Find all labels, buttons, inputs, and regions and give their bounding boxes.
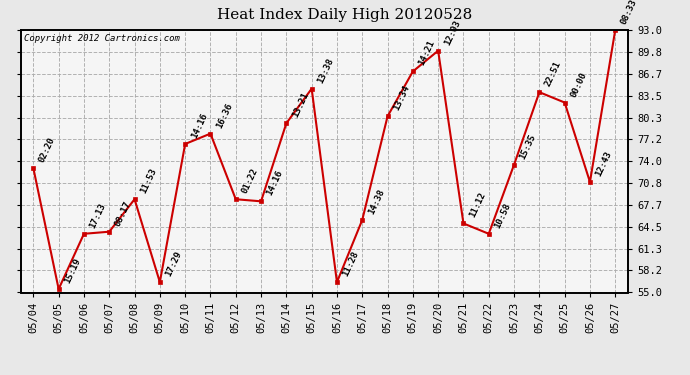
Text: 11:28: 11:28 (341, 250, 361, 278)
Text: 00:00: 00:00 (569, 70, 589, 98)
Text: 16:36: 16:36 (215, 101, 234, 129)
Text: 08:17: 08:17 (113, 200, 133, 228)
Text: 14:38: 14:38 (366, 188, 386, 216)
Text: 11:53: 11:53 (139, 167, 158, 195)
Text: 10:58: 10:58 (493, 201, 513, 229)
Text: 13:38: 13:38 (316, 56, 335, 84)
Text: 13:34: 13:34 (392, 84, 411, 112)
Text: 15:35: 15:35 (518, 132, 538, 160)
Text: 17:29: 17:29 (164, 250, 184, 278)
Text: 01:22: 01:22 (240, 167, 259, 195)
Text: 12:43: 12:43 (594, 150, 613, 178)
Text: Copyright 2012 Cartronics.com: Copyright 2012 Cartronics.com (23, 34, 179, 43)
Text: 02:20: 02:20 (37, 136, 57, 164)
Text: 08:33: 08:33 (620, 0, 639, 26)
Text: 14:16: 14:16 (189, 112, 209, 140)
Text: 14:16: 14:16 (265, 169, 285, 197)
Text: 11:12: 11:12 (468, 191, 487, 219)
Text: 15:19: 15:19 (63, 257, 82, 285)
Text: 13:21: 13:21 (290, 91, 310, 119)
Text: 12:03: 12:03 (442, 18, 462, 46)
Text: 22:51: 22:51 (544, 60, 563, 88)
Text: 17:13: 17:13 (88, 201, 108, 229)
Text: 14:21: 14:21 (417, 39, 437, 67)
Text: Heat Index Daily High 20120528: Heat Index Daily High 20120528 (217, 8, 473, 21)
